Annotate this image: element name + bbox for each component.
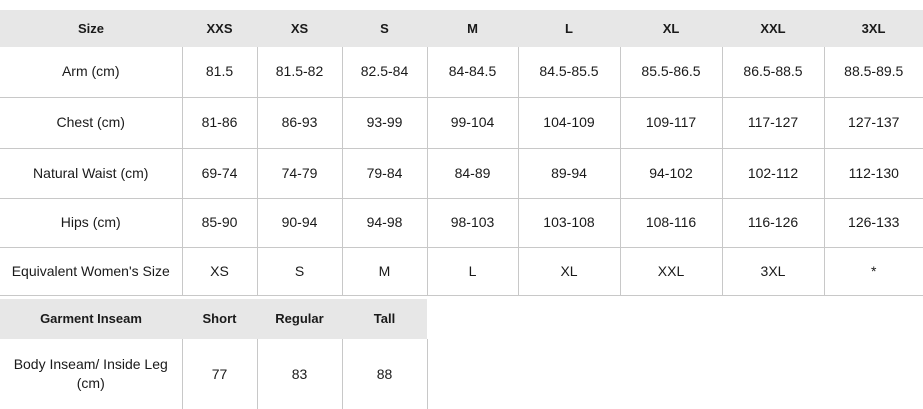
row-label: Hips (cm) <box>0 198 183 248</box>
value-cell: 108-116 <box>620 198 723 248</box>
value-cell: 79-84 <box>342 148 428 199</box>
value-cell: 98-103 <box>427 198 519 248</box>
row-label: Arm (cm) <box>0 47 183 98</box>
value-cell: 81-86 <box>182 97 258 149</box>
value-cell: 82.5-84 <box>342 47 428 98</box>
value-cell: 86-93 <box>257 97 343 149</box>
table-row-equivalent-womens-size: Equivalent Women's Size XS S M L XL XXL … <box>0 247 923 296</box>
inseam-header-row: Garment Inseam Short Regular Tall <box>0 298 427 339</box>
row-label: Natural Waist (cm) <box>0 148 183 199</box>
header-cell-l: L <box>518 10 620 47</box>
value-cell: 85-90 <box>182 198 258 248</box>
header-cell-3xl: 3XL <box>824 10 923 47</box>
value-cell: XXL <box>620 247 723 296</box>
header-cell-garment-inseam: Garment Inseam <box>0 298 182 339</box>
value-cell: 84-89 <box>427 148 519 199</box>
value-cell: 93-99 <box>342 97 428 149</box>
row-label: Body Inseam/ Inside Leg (cm) <box>0 338 183 409</box>
value-cell: 109-117 <box>620 97 723 149</box>
row-label: Chest (cm) <box>0 97 183 149</box>
value-cell: 88 <box>342 338 428 409</box>
value-cell: 77 <box>182 338 258 409</box>
value-cell: 104-109 <box>518 97 621 149</box>
value-cell: 117-127 <box>722 97 825 149</box>
value-cell: 94-102 <box>620 148 723 199</box>
value-cell: 94-98 <box>342 198 428 248</box>
header-cell-xs: XS <box>257 10 342 47</box>
header-cell-xl: XL <box>620 10 722 47</box>
inseam-table: Garment Inseam Short Regular Tall Body I… <box>0 298 428 409</box>
value-cell: 81.5-82 <box>257 47 343 98</box>
table-row-arm: Arm (cm) 81.5 81.5-82 82.5-84 84-84.5 84… <box>0 47 923 98</box>
value-cell: M <box>342 247 428 296</box>
value-cell: XL <box>518 247 621 296</box>
header-cell-regular: Regular <box>257 298 342 339</box>
value-cell: 69-74 <box>182 148 258 199</box>
value-cell: 127-137 <box>824 97 923 149</box>
value-cell: XS <box>182 247 258 296</box>
value-cell: 81.5 <box>182 47 258 98</box>
value-cell: 86.5-88.5 <box>722 47 825 98</box>
value-cell: 74-79 <box>257 148 343 199</box>
value-cell: 126-133 <box>824 198 923 248</box>
header-cell-m: M <box>427 10 518 47</box>
value-cell: 88.5-89.5 <box>824 47 923 98</box>
value-cell: 116-126 <box>722 198 825 248</box>
value-cell: 83 <box>257 338 343 409</box>
header-cell-s: S <box>342 10 427 47</box>
value-cell: 85.5-86.5 <box>620 47 723 98</box>
table-row-body-inseam: Body Inseam/ Inside Leg (cm) 77 83 88 <box>0 338 428 409</box>
value-cell: 84-84.5 <box>427 47 519 98</box>
value-cell: 89-94 <box>518 148 621 199</box>
value-cell: 90-94 <box>257 198 343 248</box>
value-cell: 3XL <box>722 247 825 296</box>
size-table: Size XXS XS S M L XL XXL 3XL Arm (cm) 81… <box>0 10 923 296</box>
header-cell-xxl: XXL <box>722 10 824 47</box>
value-cell: 102-112 <box>722 148 825 199</box>
row-label: Equivalent Women's Size <box>0 247 183 296</box>
value-cell: * <box>824 247 923 296</box>
header-cell-size: Size <box>0 10 182 47</box>
value-cell: 84.5-85.5 <box>518 47 621 98</box>
value-cell: L <box>427 247 519 296</box>
table-row-natural-waist: Natural Waist (cm) 69-74 74-79 79-84 84-… <box>0 148 923 199</box>
table-row-hips: Hips (cm) 85-90 90-94 94-98 98-103 103-1… <box>0 198 923 248</box>
size-header-row: Size XXS XS S M L XL XXL 3XL <box>0 10 923 47</box>
value-cell: S <box>257 247 343 296</box>
value-cell: 112-130 <box>824 148 923 199</box>
header-cell-xxs: XXS <box>182 10 257 47</box>
value-cell: 99-104 <box>427 97 519 149</box>
table-row-chest: Chest (cm) 81-86 86-93 93-99 99-104 104-… <box>0 97 923 149</box>
header-cell-tall: Tall <box>342 298 427 339</box>
value-cell: 103-108 <box>518 198 621 248</box>
header-cell-short: Short <box>182 298 257 339</box>
